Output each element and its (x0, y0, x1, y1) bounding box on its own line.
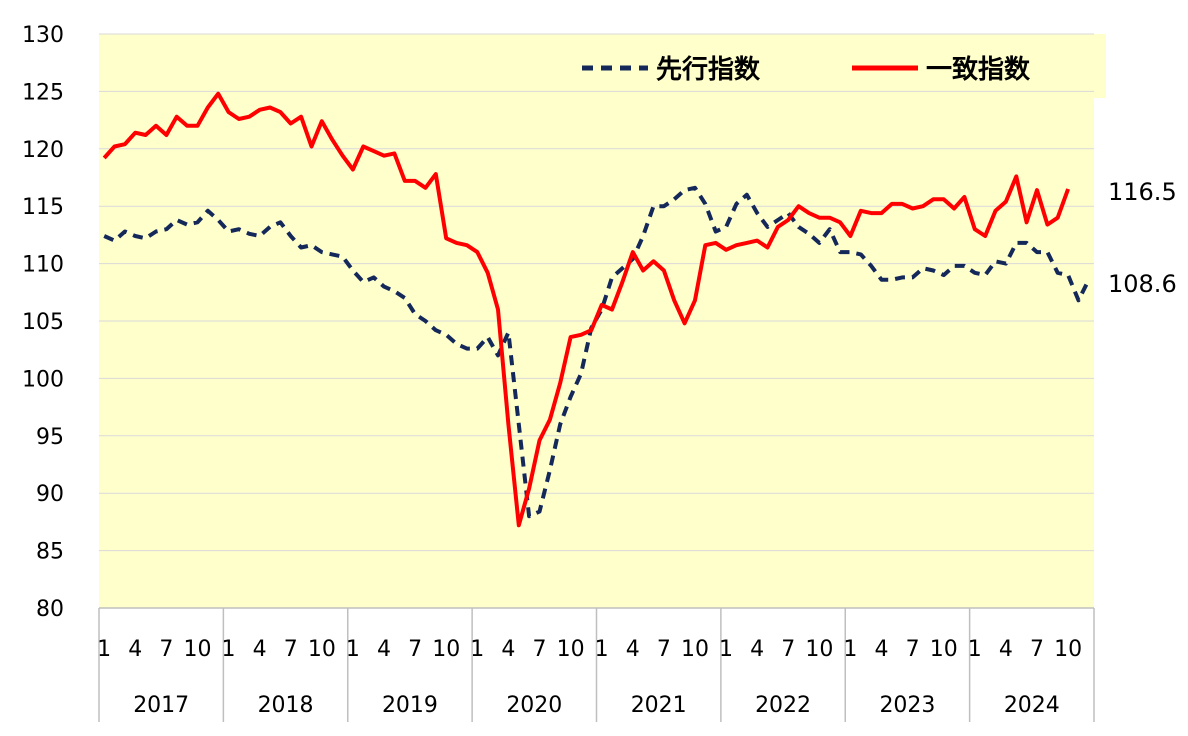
legend-label-coincident: 一致指数 (926, 54, 1031, 85)
gridlines (99, 33, 1094, 552)
x-tick-label-month: 7 (159, 637, 173, 662)
x-tick-label-month: 4 (501, 637, 515, 662)
x-tick-label-month: 10 (1054, 637, 1082, 662)
series-layer (102, 91, 1091, 528)
x-tick-label-month: 4 (875, 637, 889, 662)
x-tick-label-year: 2023 (879, 693, 935, 718)
x-tick-label-month: 10 (930, 637, 958, 662)
x-tick-label-month: 10 (805, 637, 833, 662)
y-tick-label: 85 (36, 540, 64, 565)
x-tick-label-month: 4 (253, 637, 267, 662)
x-tick-label-month: 7 (657, 637, 671, 662)
x-tick-label-month: 7 (906, 637, 920, 662)
x-tick-label-year: 2022 (755, 693, 811, 718)
x-tick-label-month: 10 (557, 637, 585, 662)
x-tick-label-month: 1 (222, 637, 236, 662)
end-label-leading: 108.6 (1108, 270, 1177, 298)
x-tick-label-month: 7 (408, 637, 422, 662)
x-tick-label-month: 4 (377, 637, 391, 662)
y-tick-label: 105 (22, 310, 64, 335)
x-tick-label-month: 10 (308, 637, 336, 662)
x-tick-label-month: 4 (626, 637, 640, 662)
x-tick-label-month: 10 (432, 637, 460, 662)
y-tick-label: 110 (22, 253, 64, 278)
x-tick-label-month: 4 (750, 637, 764, 662)
y-tick-label: 130 (22, 23, 64, 48)
y-tick-label: 80 (36, 597, 64, 622)
x-tick-label-month: 1 (470, 637, 484, 662)
y-tick-label: 90 (36, 482, 64, 507)
x-tick-label-month: 7 (532, 637, 546, 662)
x-tick-label-year: 2024 (1004, 693, 1060, 718)
x-tick-label-month: 4 (999, 637, 1013, 662)
x-tick-label-month: 4 (128, 637, 142, 662)
y-tick-label: 115 (22, 195, 64, 220)
x-tick-label-month: 7 (781, 637, 795, 662)
series-line-coincident (102, 91, 1070, 528)
x-tick-label-month: 1 (346, 637, 360, 662)
x-tick-label-month: 10 (681, 637, 709, 662)
x-tick-label-month: 7 (1030, 637, 1044, 662)
x-tick-label-month: 1 (595, 637, 609, 662)
y-tick-label: 120 (22, 138, 64, 163)
x-tick-label-year: 2021 (631, 693, 687, 718)
legend-label-leading: 先行指数 (656, 54, 761, 85)
y-tick-label: 95 (36, 425, 64, 450)
x-tick-label-year: 2020 (506, 693, 562, 718)
x-tick-label-month: 1 (719, 637, 733, 662)
end-label-coincident: 116.5 (1108, 178, 1177, 206)
end-labels: 116.5 108.6 (1108, 178, 1177, 298)
x-tick-label-month: 1 (843, 637, 857, 662)
x-tick-label-month: 10 (183, 637, 211, 662)
x-tick-label-year: 2017 (133, 693, 189, 718)
x-tick-label-month: 7 (284, 637, 298, 662)
x-tick-label-month: 1 (97, 637, 111, 662)
y-tick-label: 125 (22, 80, 64, 105)
x-tick-label-year: 2018 (258, 693, 314, 718)
x-tick-label-year: 2019 (382, 693, 438, 718)
y-tick-label: 100 (22, 367, 64, 392)
legend: 先行指数 一致指数 (582, 54, 1031, 85)
x-tick-label-month: 1 (968, 637, 982, 662)
